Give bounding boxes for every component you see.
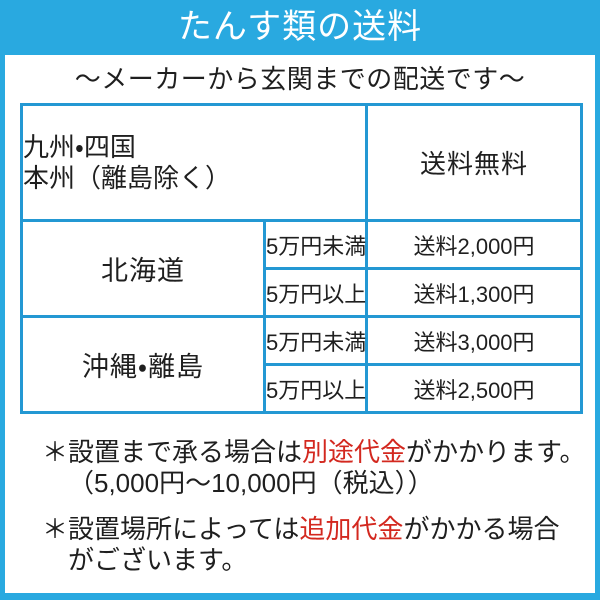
table-row-hokkaido-over: 5万円以上 送料1,300円 [22,267,584,318]
note-highlight-tsuikadaikin: 追加代金 [299,514,404,544]
fee-cell: 送料3,000円 [365,315,584,366]
page-title: たんす類の送料 [177,8,423,46]
table-row-hokkaido-under: 北海道 5万円未満 送料2,000円 [20,219,584,318]
table-row-okinawa-over: 5万円以上 送料2,500円 [22,363,584,414]
footnotes-section: ＊設置まで承る場合は別途代金がかかります。 （5,000円〜10,000円（税込… [42,437,594,576]
table-row-free-shipping: 九州・四国 本州（離島除く） 送料無料 [19,103,584,222]
note-additional-fee: ＊設置場所によっては追加代金がかかる場合 がございます。 [42,514,594,576]
fee-cell: 送料1,300円 [365,267,584,318]
region-cell-kyushu-shikoku-honshu: 九州・四国 本州（離島除く） [19,103,369,222]
title-banner: たんす類の送料 [0,0,600,55]
asterisk-marker: ＊ [42,437,69,467]
region-line: 九州・四国 [23,131,136,162]
fee-cell-free: 送料無料 [365,103,584,222]
shipping-fee-table: 九州・四国 本州（離島除く） 送料無料 北海道 5万円未満 送料2,000円 5… [19,103,584,414]
table-row-okinawa-under: 沖縄・離島 5万円未満 送料3,000円 [20,315,584,414]
fee-cell: 送料2,000円 [365,219,584,270]
note-text: 設置場所によっては [68,514,300,544]
condition-cell: 5万円未満 [262,315,369,366]
condition-cell: 5万円未満 [262,219,369,270]
delivery-subtitle: 〜メーカーから玄関までの配送です〜 [74,64,526,94]
note-text: がかかる場合 [403,514,560,544]
asterisk-marker: ＊ [42,514,69,544]
fee-cell: 送料2,500円 [365,363,584,414]
condition-cell: 5万円以上 [262,267,369,318]
note-highlight-bettodaikin: 別途代金 [302,437,407,467]
region-cell-hokkaido: 北海道 [20,219,266,318]
note-text-continuation: がございます。 [68,545,248,575]
region-cell-okinawa-ritou: 沖縄・離島 [20,315,266,414]
note-price-range: （5,000円〜10,000円（税込）） [68,468,434,498]
condition-cell: 5万円以上 [262,363,369,414]
note-text: がかかります。 [406,437,586,467]
region-line: 本州（離島除く） [23,162,232,193]
note-text: 設置まで承る場合は [68,437,303,467]
note-installation-fee: ＊設置まで承る場合は別途代金がかかります。 （5,000円〜10,000円（税込… [42,437,594,499]
